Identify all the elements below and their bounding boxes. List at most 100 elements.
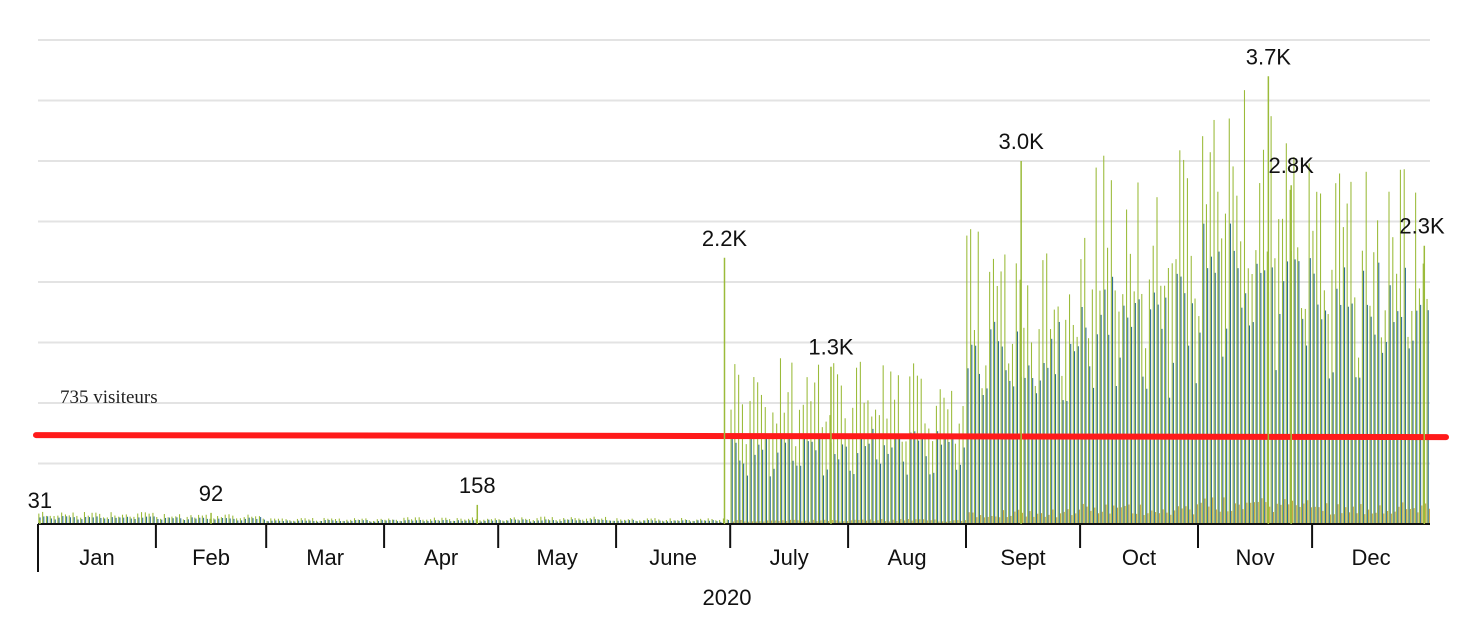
bar-secondary [843, 521, 845, 524]
bar-main [1051, 338, 1053, 524]
bar-main [73, 517, 75, 524]
bar-total [1320, 193, 1322, 524]
bar-total [707, 518, 709, 524]
bar-secondary [1158, 513, 1160, 524]
bar-total [646, 518, 648, 524]
bar-total [597, 519, 599, 524]
bar-total [106, 517, 108, 524]
bar-main [1108, 334, 1110, 524]
bar-main [705, 520, 707, 524]
bar-total [521, 517, 523, 524]
bar-secondary [850, 520, 852, 524]
bar-total [64, 514, 66, 524]
bar-main [69, 517, 71, 524]
bar-total [958, 423, 960, 524]
bar-total [1369, 305, 1371, 524]
bar-secondary [1364, 514, 1366, 524]
bar-main [1047, 367, 1049, 524]
bar-main [1210, 256, 1212, 524]
bar-main [1279, 313, 1281, 524]
bar-total [1392, 237, 1394, 524]
bar-total [350, 519, 352, 524]
bar-main [233, 518, 235, 524]
bar-total [856, 367, 858, 524]
bar-total [719, 519, 721, 524]
bar-total [749, 400, 751, 524]
bar-main [339, 521, 342, 524]
bar-main [153, 516, 155, 524]
bar-total [342, 520, 344, 524]
bar-total [601, 518, 603, 524]
bar-main [1271, 267, 1273, 524]
bar-main [1134, 302, 1136, 524]
bar-total [1377, 220, 1379, 525]
bar-main [332, 520, 334, 524]
bar-total [213, 518, 215, 524]
bar-main [1024, 377, 1026, 524]
bar-main [168, 517, 170, 524]
bar-main [1336, 288, 1338, 524]
bar-main [940, 444, 942, 524]
bar-total [1316, 191, 1318, 524]
bar-total [688, 520, 690, 524]
bar-secondary [1204, 498, 1206, 524]
bar-secondary [1139, 504, 1141, 524]
bar-total [293, 520, 295, 524]
bar-total [791, 362, 793, 524]
bar-main [1131, 326, 1133, 524]
bar-total [840, 385, 842, 524]
bar-main [47, 516, 49, 524]
bar-total [392, 519, 394, 524]
bar-total [1129, 253, 1131, 525]
bar-secondary [1014, 511, 1016, 524]
bar-main [1165, 297, 1167, 524]
bar-total [996, 285, 998, 524]
bar-secondary [1215, 509, 1217, 524]
bar-total [836, 374, 839, 524]
bar-secondary [1402, 502, 1404, 524]
bar-total [551, 517, 553, 524]
bar-total [144, 512, 146, 524]
bar-total [129, 516, 131, 524]
bar-total [992, 258, 994, 524]
bar-secondary [1242, 509, 1244, 524]
bar-secondary [961, 520, 963, 524]
bar-secondary [1006, 517, 1008, 524]
bar-total [471, 517, 473, 524]
bar-main [606, 520, 608, 524]
bar-secondary [1288, 504, 1290, 524]
bar-main [77, 519, 79, 524]
reference-line-label: 735 visiteurs [60, 387, 158, 408]
bar-total [236, 518, 238, 524]
bar-main [1172, 362, 1174, 524]
bar-main [115, 517, 117, 524]
bar-total [1350, 181, 1352, 524]
bar-total [741, 404, 743, 524]
bar-secondary [1246, 502, 1248, 524]
month-label: Dec [1351, 545, 1390, 570]
bar-total [1088, 338, 1090, 524]
bar-main [66, 516, 68, 524]
bar-total [631, 518, 633, 524]
bar-total [981, 388, 983, 524]
bar-total [1141, 293, 1143, 524]
bar-total [1297, 247, 1299, 524]
bar-secondary [1117, 507, 1119, 524]
bar-main [659, 520, 661, 524]
bar-secondary [1170, 514, 1172, 524]
bar-main [172, 518, 174, 524]
bar-total [80, 517, 82, 524]
bar-total [1426, 298, 1428, 524]
bar-main [663, 521, 665, 524]
bar-secondary [839, 521, 841, 524]
bar-total [627, 519, 629, 524]
bar-total [411, 519, 413, 524]
bar-total [745, 444, 747, 524]
bar-main [773, 468, 775, 524]
bar-main [803, 434, 806, 524]
bar-main [587, 521, 589, 524]
bar-total [1202, 136, 1204, 524]
bar-total [768, 436, 770, 524]
bar-secondary [968, 512, 970, 524]
bar-total [532, 520, 534, 524]
